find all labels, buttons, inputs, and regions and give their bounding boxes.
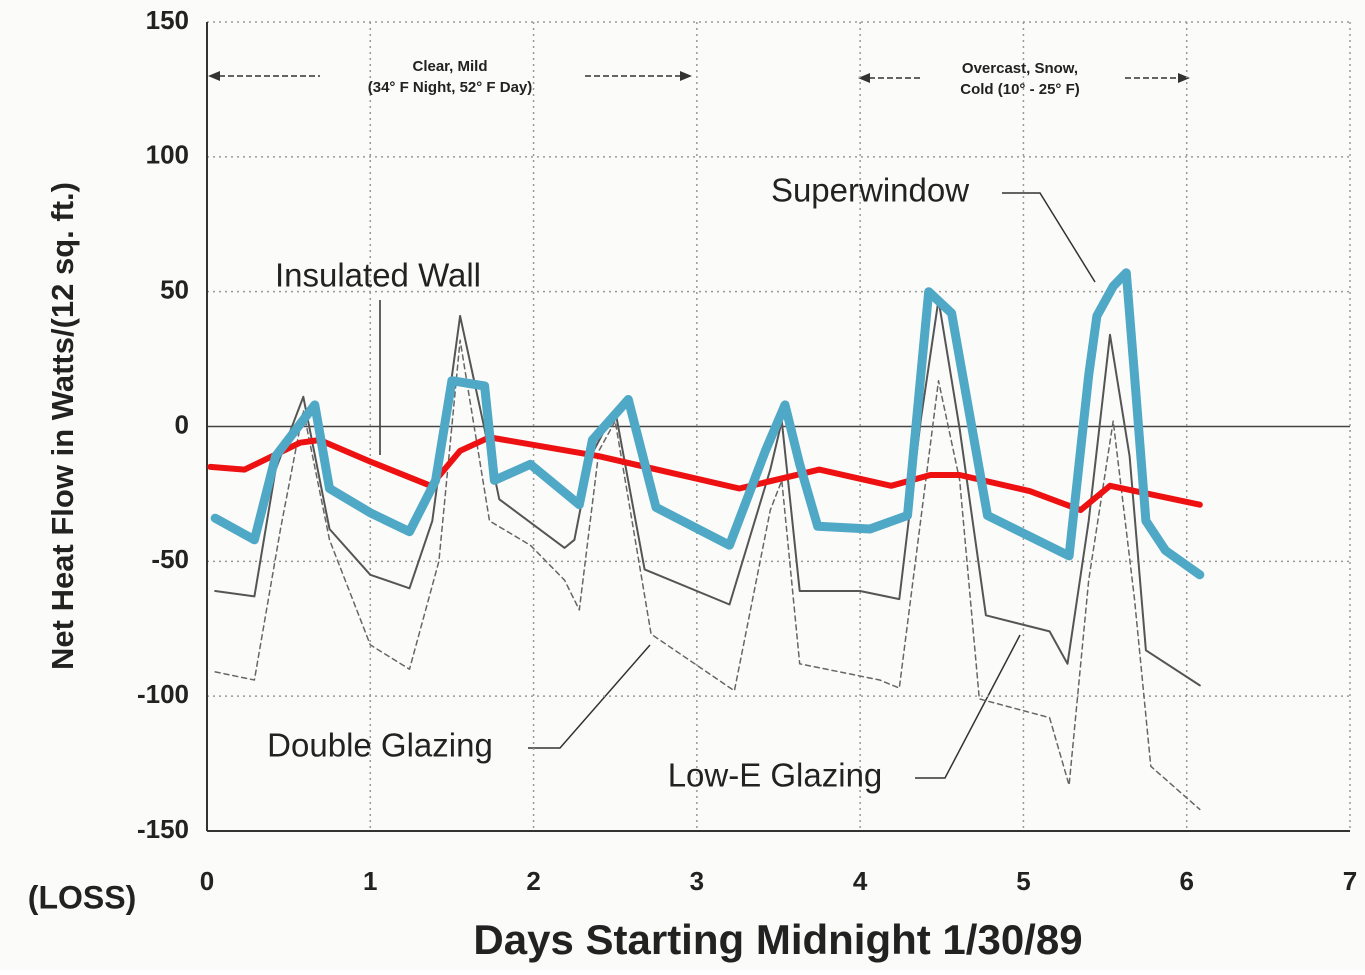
x-tick-label: 6 xyxy=(1179,866,1193,896)
x-tick-label: 0 xyxy=(200,866,214,896)
x-tick-label: 5 xyxy=(1016,866,1030,896)
x-tick-label: 3 xyxy=(690,866,704,896)
y-axis-label: Net Heat Flow in Watts/(12 sq. ft.) xyxy=(45,182,80,670)
series-label: Low-E Glazing xyxy=(668,757,883,794)
series-label: Insulated Wall xyxy=(275,257,481,294)
x-axis-label: Days Starting Midnight 1/30/89 xyxy=(473,916,1082,963)
loss-note: (LOSS) xyxy=(28,879,136,915)
y-tick-label: -50 xyxy=(151,544,189,574)
y-tick-label: 150 xyxy=(146,5,189,35)
x-tick-label: 4 xyxy=(853,866,868,896)
y-tick-label: -100 xyxy=(137,679,189,709)
period-note: (34° F Night, 52° F Day) xyxy=(368,79,533,96)
period-note: Clear, Mild xyxy=(412,58,487,75)
x-tick-label: 1 xyxy=(363,866,377,896)
y-tick-label: 0 xyxy=(175,409,189,439)
background xyxy=(0,0,1365,970)
period-note: Overcast, Snow, xyxy=(962,60,1078,77)
series-label: Superwindow xyxy=(771,172,969,209)
y-tick-label: 100 xyxy=(146,140,189,170)
series-label: Double Glazing xyxy=(267,727,493,764)
x-tick-label: 7 xyxy=(1343,866,1357,896)
y-tick-label: 50 xyxy=(160,275,189,305)
chart: Net Heat Flow in Watts/(12 sq. ft.) Days… xyxy=(0,0,1365,970)
y-tick-label: -150 xyxy=(137,814,189,844)
period-note: Cold (10° - 25° F) xyxy=(960,81,1080,98)
x-tick-label: 2 xyxy=(526,866,540,896)
